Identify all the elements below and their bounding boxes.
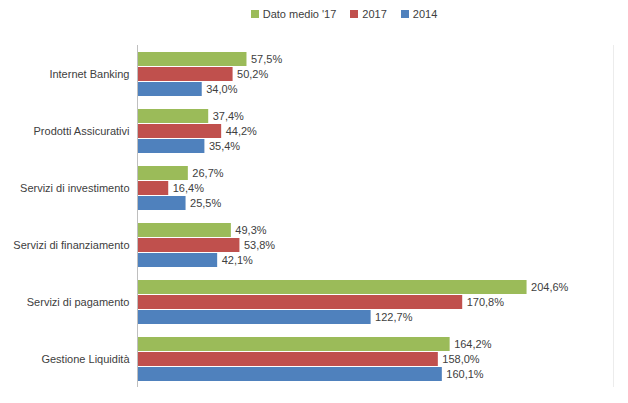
svg-text:49,3%: 49,3%: [235, 224, 266, 236]
svg-text:44,2%: 44,2%: [226, 125, 257, 137]
svg-text:35,4%: 35,4%: [209, 140, 240, 152]
svg-text:50,2%: 50,2%: [237, 68, 268, 80]
svg-text:Servizi di finanziamento: Servizi di finanziamento: [13, 239, 129, 251]
svg-text:26,7%: 26,7%: [192, 167, 223, 179]
svg-text:25,5%: 25,5%: [190, 197, 221, 209]
html-text:2017: 2017: [362, 8, 387, 20]
svg-text:16,4%: 16,4%: [173, 182, 204, 194]
svg-text:Prodotti Assicurativi: Prodotti Assicurativi: [34, 125, 130, 137]
svg-text:164,2%: 164,2%: [454, 338, 492, 350]
svg-text:Gestione Liquidità: Gestione Liquidità: [41, 353, 130, 365]
svg-text:Servizi di investimento: Servizi di investimento: [20, 182, 129, 194]
svg-text:34,0%: 34,0%: [206, 83, 237, 95]
svg-text:53,8%: 53,8%: [244, 239, 275, 251]
html-text:Dato medio '17: Dato medio '17: [262, 8, 337, 20]
svg-text:Servizi di pagamento: Servizi di pagamento: [27, 296, 130, 308]
svg-text:158,0%: 158,0%: [442, 353, 480, 365]
svg-text:160,1%: 160,1%: [446, 368, 484, 380]
svg-text:122,7%: 122,7%: [375, 311, 413, 323]
svg-text:204,6%: 204,6%: [531, 281, 569, 293]
svg-text:37,4%: 37,4%: [213, 110, 244, 122]
html-text:2014: 2014: [412, 8, 438, 20]
svg-text:170,8%: 170,8%: [467, 296, 505, 308]
svg-text:42,1%: 42,1%: [222, 254, 253, 266]
svg-text:Internet Banking: Internet Banking: [49, 68, 129, 80]
svg-text:57,5%: 57,5%: [251, 53, 282, 65]
